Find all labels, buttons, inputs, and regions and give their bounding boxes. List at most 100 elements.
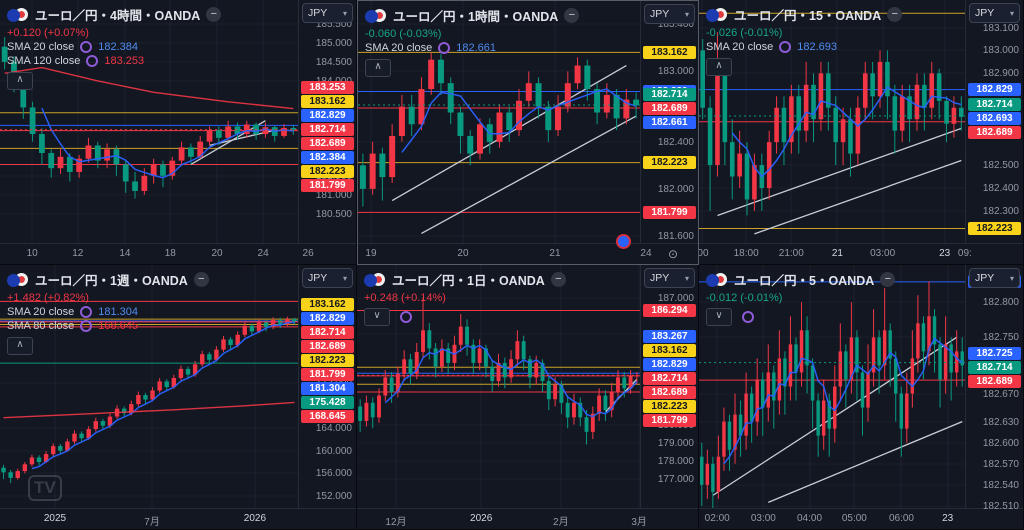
currency-dropdown[interactable]: JPY ▾	[302, 3, 353, 23]
currency-dropdown[interactable]: JPY ▾	[302, 268, 353, 288]
currency-dropdown[interactable]: JPY ▾	[644, 268, 695, 288]
legend-footer: ∨	[706, 308, 895, 326]
price-label: 183.162	[301, 297, 354, 311]
eurjpy-pair-icon	[7, 7, 29, 22]
eurjpy-pair-icon	[364, 272, 386, 287]
chart-title[interactable]: ユーロ／円・4時間・OANDA	[35, 9, 201, 23]
candlestick-chart[interactable]	[357, 265, 640, 508]
indicator-legend-row[interactable]: SMA 120 close 183.253	[7, 55, 221, 67]
minimize-icon[interactable]: −	[193, 272, 209, 287]
price-scale[interactable]: JPY ▾ 182.800 182.750 182.670 182.630 182.60…	[965, 265, 1023, 512]
indicator-legend-row[interactable]: SMA 80 close 168.645	[7, 320, 209, 332]
time-axis[interactable]: 19 20 21 24 ⊙	[358, 243, 698, 264]
eu-flag-icon	[7, 8, 20, 22]
price-tick: 182.500	[982, 160, 1019, 172]
price-label: 181.799	[643, 414, 696, 428]
price-label: 181.304	[301, 381, 354, 395]
minimize-icon[interactable]: −	[887, 7, 903, 22]
chart-title[interactable]: ユーロ／円・1時間・OANDA	[393, 10, 559, 24]
indicator-legend: SMA 20 close 182.384 SMA 120 close 183.253	[7, 41, 221, 67]
time-axis[interactable]: 10 12 14 18 20 24 26	[0, 243, 356, 264]
time-label: 18:00	[733, 248, 759, 259]
currency-dropdown[interactable]: JPY ▾	[644, 4, 695, 24]
time-label: 2月	[553, 517, 569, 528]
minimize-icon[interactable]: −	[550, 272, 566, 287]
currency-label: JPY	[308, 7, 328, 19]
indicator-legend-row[interactable]: SMA 20 close 182.661	[365, 42, 579, 54]
indicator-legend-row[interactable]: SMA 20 close 182.384	[7, 41, 221, 53]
indicator-value: 181.304	[98, 306, 139, 318]
tradingview-watermark: TV	[28, 475, 62, 501]
eu-flag-icon	[706, 273, 719, 287]
minimize-icon[interactable]: −	[206, 7, 222, 22]
indicator-loading-icon	[742, 311, 754, 323]
price-scale[interactable]: JPY ▾ 183.400 183.000 182.400 182.000 181.60…	[640, 1, 698, 243]
price-tick: 182.900	[982, 68, 1019, 80]
time-label: 2025	[43, 513, 67, 524]
chart-title[interactable]: ユーロ／円・5・OANDA	[734, 274, 875, 288]
price-label: 182.714	[643, 372, 696, 386]
legend-footer: ∧	[365, 54, 579, 77]
legend-collapse-button[interactable]: ∧	[365, 59, 391, 77]
currency-dropdown[interactable]: JPY ▾	[969, 268, 1020, 288]
time-axis[interactable]: 12月 2026 2月 3月	[357, 508, 698, 529]
minimize-icon[interactable]: −	[880, 272, 896, 287]
chart-title[interactable]: ユーロ／円・15・OANDA	[734, 9, 882, 23]
price-label: 182.223	[643, 400, 696, 414]
eurjpy-pair-icon	[365, 8, 387, 23]
time-axis[interactable]: :00 18:00 21:00 21 03:00 23 09:	[699, 243, 1023, 264]
legend-footer: ∧	[7, 67, 221, 90]
time-axis[interactable]: 2025 7月 2026	[0, 508, 356, 529]
eu-flag-icon	[706, 8, 719, 22]
price-tick: 183.100	[982, 22, 1019, 34]
indicator-name: SMA 20 close	[7, 306, 75, 318]
minimize-icon[interactable]: −	[564, 8, 580, 23]
price-tick: 164.000	[315, 422, 352, 434]
price-label: 182.725	[968, 347, 1021, 361]
price-label: 182.384	[301, 151, 354, 165]
price-label: 183.253	[301, 81, 354, 95]
indicator-legend-row[interactable]: SMA 20 close 181.304	[7, 306, 209, 318]
price-tick: 182.800	[982, 297, 1019, 309]
price-label: 183.162	[301, 95, 354, 109]
legend-collapse-button[interactable]: ∧	[7, 337, 33, 355]
time-label: 20	[457, 248, 469, 259]
chart-panel: JPY ▾ 182.800 182.750 182.670 182.630 182.60…	[699, 265, 1024, 530]
time-axis[interactable]: 02:00 03:00 04:00 05:00 06:00 23	[699, 508, 1023, 529]
price-label: 182.223	[301, 353, 354, 367]
candlestick-chart[interactable]	[699, 0, 965, 243]
currency-label: JPY	[308, 272, 328, 284]
scroll-to-realtime-icon[interactable]: ⊙	[667, 247, 678, 261]
price-tick: 182.540	[982, 479, 1019, 491]
candlestick-chart[interactable]	[0, 265, 298, 508]
legend-collapse-button[interactable]: ∧	[706, 58, 732, 76]
legend-expand-button[interactable]: ∨	[706, 308, 732, 326]
price-tick: 178.000	[657, 455, 694, 467]
legend-collapse-button[interactable]: ∧	[7, 72, 33, 90]
price-tick: 182.510	[982, 500, 1019, 512]
price-scale[interactable]: JPY ▾ 183.100 183.000 182.900 182.500 182.40…	[965, 0, 1023, 243]
price-label: 168.645	[301, 409, 354, 423]
price-scale[interactable]: JPY ▾ 185.500185.000184.500184.000181.50…	[298, 0, 356, 243]
indicator-legend-row[interactable]: SMA 20 close 182.693	[706, 41, 902, 53]
chart-header: ユーロ／円・1日・OANDA − +0.248 (+0.14%) ∨	[364, 270, 566, 326]
replay-marker-icon[interactable]	[616, 234, 632, 249]
time-label: 14	[119, 248, 131, 259]
candlestick-chart[interactable]	[358, 1, 641, 244]
chart-panel: JPY ▾ 187.000185.000180.000179.000178.00…	[357, 265, 699, 530]
candlestick-chart[interactable]	[699, 265, 965, 508]
currency-dropdown[interactable]: JPY ▾	[969, 3, 1020, 23]
chart-title[interactable]: ユーロ／円・1日・OANDA	[392, 274, 545, 288]
chevron-down-icon: ▾	[684, 273, 689, 283]
eurjpy-pair-icon	[706, 7, 728, 22]
price-scale[interactable]: JPY ▾ 187.000185.000180.000179.000178.00…	[640, 265, 698, 508]
price-label: 182.689	[301, 339, 354, 353]
price-scale[interactable]: JPY ▾ 172.000164.000160.000156.000152.00…	[298, 265, 356, 508]
legend-expand-button[interactable]: ∨	[364, 308, 390, 326]
eurjpy-pair-icon	[706, 272, 728, 287]
time-label: 2026	[243, 513, 267, 524]
indicator-name: SMA 120 close	[7, 55, 81, 67]
chart-title[interactable]: ユーロ／円・1週・OANDA	[35, 274, 188, 288]
indicator-name: SMA 20 close	[365, 42, 433, 54]
indicator-name: SMA 80 close	[7, 320, 75, 332]
